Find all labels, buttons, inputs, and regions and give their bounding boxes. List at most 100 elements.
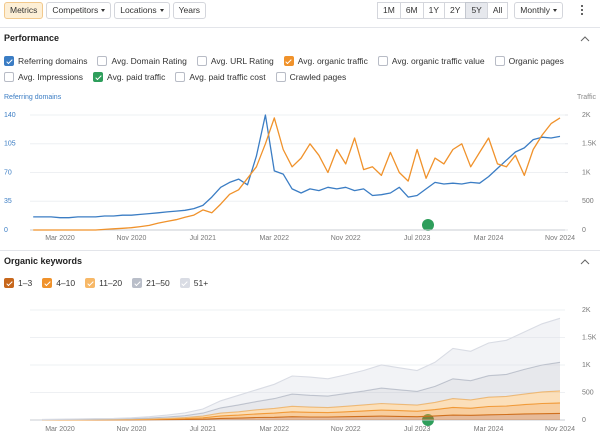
range-button[interactable]: 6M [399,2,424,19]
tab-label: Metrics [10,5,38,15]
legend-label: 1–3 [18,278,33,288]
checkbox [377,56,388,66]
line-series [33,117,561,231]
y2-axis-label: Traffic [577,94,597,101]
checkbox-label: Avg. Domain Rating [111,56,187,66]
area-series [42,413,561,420]
tab-button[interactable]: Years [172,2,207,19]
x-tick-label: Jul 2023 [404,235,431,242]
legend-item[interactable]: 11–20 [85,278,122,288]
checkbox-label: Avg. organic traffic [297,56,368,66]
metric-checkbox[interactable]: Avg. Domain Rating [97,56,187,66]
checkbox-label: Avg. Impressions [18,72,84,82]
tab-label: Locations [120,5,157,15]
y-tick-label: 105 [4,141,16,148]
y-tick-label: 500 [582,389,594,396]
checkbox [175,72,186,82]
range-button[interactable]: 1M [377,2,401,19]
x-tick-label: Jul 2021 [190,426,217,433]
y-tick-label: 0 [582,417,586,424]
x-tick-label: Jul 2023 [404,426,431,433]
interval-label: Monthly [520,5,551,15]
section-title: Organic keywords [4,256,83,266]
metric-checkbox[interactable]: Avg. organic traffic value [377,56,485,66]
checkbox-label: Avg. URL Rating [210,56,274,66]
legend-label: 11–20 [99,278,123,288]
x-tick-label: Nov 2024 [545,235,575,242]
metric-toggles: Referring domains Avg. Domain Rating Avg. … [4,56,579,82]
metric-checkbox[interactable]: Referring domains [4,56,87,66]
checkbox-label: Crawled pages [289,72,347,82]
x-tick-label: Nov 2024 [545,426,575,433]
divider [0,27,600,28]
y2-tick-label: 0 [582,227,586,234]
y-tick-label: 0 [4,227,8,234]
area-line [42,317,561,420]
checkbox [494,56,505,66]
range-button[interactable]: 1Y [422,2,446,19]
checkbox [196,56,207,66]
metric-checkbox[interactable]: Avg. paid traffic cost [175,72,266,82]
range-label: 5Y [471,5,482,15]
range-label: 1Y [428,5,440,15]
checkbox [179,278,190,288]
x-tick-label: Mar 2022 [259,235,289,242]
metric-checkbox[interactable]: Avg. URL Rating [196,56,274,66]
legend-label: 21–50 [146,278,170,288]
more-icon[interactable] [581,5,583,15]
tab-button[interactable]: Metrics [4,2,44,19]
divider [0,250,600,251]
collapse-icon[interactable] [580,259,590,265]
x-tick-label: Nov 2020 [116,235,146,242]
legend-label: 4–10 [56,278,76,288]
range-button[interactable]: All [486,2,509,19]
area-series [42,402,561,420]
checkbox [85,278,96,288]
range-label: 6M [405,5,418,15]
area-series [42,390,561,420]
metric-checkbox[interactable]: Avg. paid traffic [93,72,165,82]
y-axis-label: Referring domains [4,94,62,101]
x-tick-label: Mar 2020 [45,235,75,242]
checkbox-label: Avg. organic traffic value [391,56,485,66]
checkbox [4,56,14,66]
checkbox [4,72,14,82]
legend-item[interactable]: 1–3 [4,278,32,288]
tab-button[interactable]: Competitors [46,2,112,19]
interval-button[interactable]: Monthly [514,2,564,19]
y-tick-label: 35 [4,198,12,205]
metric-checkbox[interactable]: Crawled pages [275,72,347,82]
range-button[interactable]: 2Y [444,2,467,19]
toolbar-left: Metrics Competitors Locations Years [4,2,207,19]
collapse-icon[interactable] [580,36,590,42]
y2-tick-label: 500 [582,198,594,205]
checkbox [4,278,14,288]
y-tick-label: 140 [4,112,16,119]
metric-checkbox[interactable]: Avg. Impressions [4,72,83,82]
legend-item[interactable]: 51+ [179,278,208,288]
checkbox-label: Referring domains [18,56,88,66]
update-marker[interactable] [422,219,434,231]
dropdown-caret [101,9,106,12]
y-tick-label: 1K [582,362,591,369]
metric-checkbox[interactable]: Avg. organic traffic [283,56,368,66]
checkbox [283,56,294,66]
metric-checkbox[interactable]: Organic pages [494,56,564,66]
toolbar-right: 1M 6M 1Y 2Y 5Y All Monthly [377,2,564,19]
tab-button[interactable]: Locations [114,2,170,19]
x-tick-label: Mar 2022 [259,426,289,433]
x-tick-label: Jul 2021 [190,235,217,242]
checkbox [97,56,108,66]
checkbox [42,278,53,288]
range-label: 1M [383,5,395,15]
legend-item[interactable]: 4–10 [42,278,75,288]
x-tick-label: Mar 2020 [45,426,75,433]
checkbox [275,72,286,82]
checkbox-label: Avg. paid traffic [107,72,166,82]
y-tick-label: 2K [582,307,591,314]
area-series [42,318,561,420]
legend-item[interactable]: 21–50 [132,278,170,288]
range-button[interactable]: 5Y [465,2,488,19]
